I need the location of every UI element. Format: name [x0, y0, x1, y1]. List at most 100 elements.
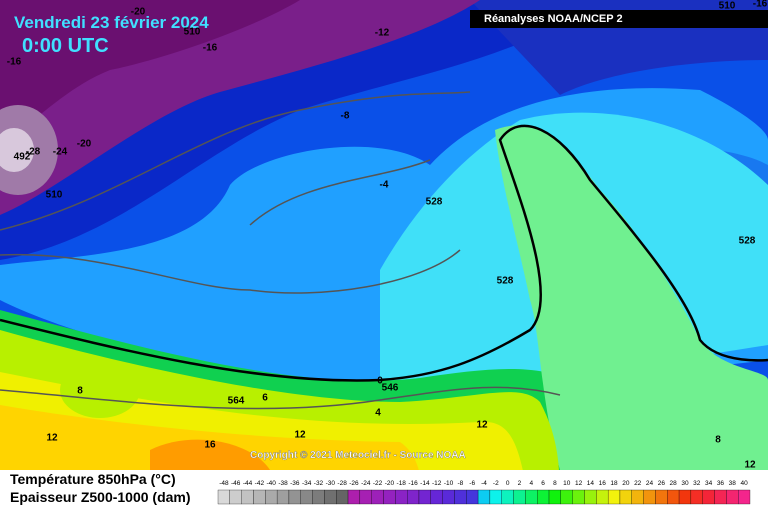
scale-cell — [383, 489, 396, 505]
scale-label: -32 — [314, 480, 324, 487]
scale-cell — [300, 489, 313, 505]
contour-label: 0 — [377, 376, 383, 387]
contour-label: 12 — [476, 420, 488, 431]
scale-label: 34 — [705, 480, 713, 487]
scale-cell — [288, 489, 301, 505]
scale-label: -30 — [326, 480, 336, 487]
scale-cell — [241, 489, 254, 505]
scale-cell — [265, 489, 278, 505]
green-zone — [495, 125, 768, 470]
scale-cell — [655, 489, 668, 505]
scale-label: -48 — [219, 480, 229, 487]
isoline — [0, 386, 561, 410]
legend-title: Epaisseur Z500-1000 (dam) — [10, 489, 191, 505]
scale-cell — [513, 489, 526, 505]
contour-label: -16 — [7, 57, 22, 68]
scale-label: 40 — [740, 480, 748, 487]
scale-cell — [596, 489, 609, 505]
scale-cell — [418, 489, 431, 505]
legend-title: Température 850hPa (°C) — [10, 471, 176, 487]
contour-label: 12 — [744, 460, 756, 471]
contour-label: -28 — [26, 147, 41, 158]
scale-cell — [359, 489, 372, 505]
scale-label: -2 — [493, 480, 499, 487]
scale-cell — [690, 489, 703, 505]
scale-label: -10 — [444, 480, 454, 487]
contour-label: 564 — [228, 396, 245, 407]
scale-cell — [336, 489, 349, 505]
scale-cell — [442, 489, 455, 505]
scale-label: 0 — [506, 480, 510, 487]
scale-cell — [631, 489, 644, 505]
scale-cell — [395, 489, 408, 505]
date: Vendredi 23 février 2024 — [14, 13, 209, 32]
scale-cell — [466, 489, 479, 505]
scale-cell — [726, 489, 739, 505]
scale-label: 38 — [729, 480, 737, 487]
scale-label: 4 — [529, 480, 533, 487]
contour-label: 4 — [375, 408, 381, 419]
contour-label: 510 — [719, 1, 736, 12]
scale-cell — [607, 489, 621, 505]
contour-label: 510 — [184, 27, 201, 38]
scale-label: 10 — [563, 480, 571, 487]
scale-cell — [371, 489, 384, 505]
scale-label: -14 — [420, 480, 430, 487]
contour-label: -16 — [203, 43, 218, 54]
contour-label: -12 — [375, 28, 390, 39]
scale-label: -26 — [349, 480, 359, 487]
zero-isotherm — [0, 124, 768, 382]
contour-label: -20 — [131, 7, 146, 18]
scale-cell — [253, 489, 266, 505]
warm-zone — [60, 362, 140, 418]
scale-cell — [572, 489, 585, 505]
contour-label: 528 — [739, 236, 756, 247]
contour-label: -4 — [380, 180, 389, 191]
scale-label: -20 — [385, 480, 395, 487]
scale-cell — [324, 489, 337, 505]
contour-label: 12 — [46, 433, 58, 444]
contour-label: 510 — [46, 190, 63, 201]
contour-label: -20 — [77, 139, 92, 150]
time: 0:00 UTC — [22, 35, 109, 57]
scale-cell — [489, 489, 502, 505]
scale-cell — [619, 489, 632, 505]
contour-label: -24 — [53, 147, 68, 158]
scale-cell — [407, 489, 420, 505]
scale-label: 30 — [681, 480, 689, 487]
contour-label: 528 — [426, 197, 443, 208]
contour-label: 492 — [14, 152, 31, 163]
scale-cell — [667, 489, 680, 505]
hot-zone — [150, 439, 270, 470]
scale-cell — [312, 489, 325, 505]
scale-cell — [454, 489, 467, 505]
scale-cell — [276, 489, 290, 505]
scale-cell — [525, 489, 538, 505]
scale-cell — [347, 489, 361, 505]
scale-label: 20 — [622, 480, 630, 487]
scale-cell — [501, 489, 514, 505]
scale-label: -24 — [361, 480, 371, 487]
scale-label: 18 — [610, 480, 618, 487]
scale-label: -46 — [231, 480, 241, 487]
scale-label: -42 — [255, 480, 265, 487]
scale-label: 28 — [670, 480, 678, 487]
scale-label: -36 — [290, 480, 300, 487]
contour-label: 546 — [382, 383, 399, 394]
scale-label: 16 — [599, 480, 607, 487]
scale-cell — [430, 489, 443, 505]
scale-label: 2 — [518, 480, 522, 487]
scale-label: -38 — [278, 480, 288, 487]
scale-label: 14 — [587, 480, 595, 487]
scale-cell — [714, 489, 727, 505]
contour-label: -8 — [341, 111, 350, 122]
scale-cell — [738, 489, 751, 505]
scale-cell — [537, 489, 550, 505]
scale-label: -28 — [337, 480, 347, 487]
source-bar — [470, 10, 768, 28]
scale-cell — [217, 489, 230, 505]
contour-label: 8 — [715, 435, 721, 446]
scale-cell — [643, 489, 656, 505]
polar-low — [0, 128, 34, 172]
